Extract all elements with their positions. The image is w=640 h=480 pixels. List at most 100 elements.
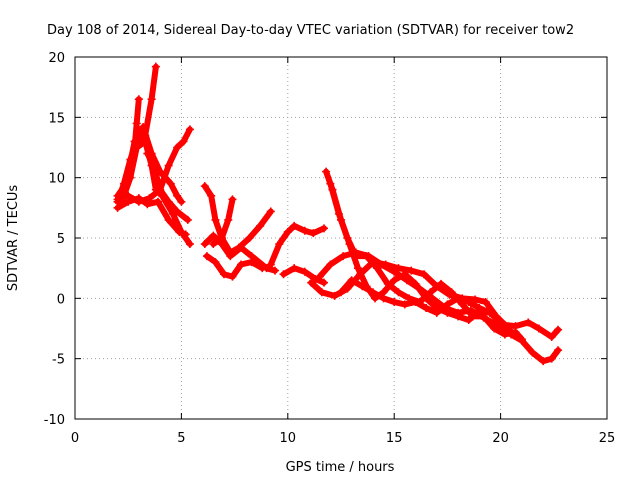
series-line [144,150,191,223]
data-point-marker [390,297,399,306]
data-point-marker [517,335,526,344]
data-point-marker [524,318,533,327]
data-point-marker [554,346,563,355]
data-point-marker [322,167,331,176]
data-point-marker [368,288,377,297]
data-point-marker [266,260,275,269]
data-point-marker [326,260,335,269]
data-point-marker [454,308,463,317]
data-point-marker [147,95,156,104]
data-point-marker [200,182,209,191]
data-point-marker [358,282,367,291]
data-point-marker [300,226,309,235]
data-point-marker [290,221,299,230]
data-point-marker [505,325,514,334]
x-tick-label: 10 [280,431,297,446]
data-point-marker [400,300,409,309]
data-point-marker [419,270,428,279]
data-point-marker [236,243,245,252]
y-tick-label: 10 [48,172,65,187]
data-point-marker [354,264,363,273]
data-point-marker [343,234,352,242]
data-point-marker [339,252,348,261]
data-point-marker [124,197,133,206]
data-point-marker [132,119,141,128]
data-point-marker [511,328,520,337]
data-point-marker [151,62,160,71]
data-point-marker [119,179,128,188]
data-point-marker [432,308,441,317]
data-point-marker [173,143,182,152]
data-point-marker [228,272,237,281]
data-point-marker [217,234,226,242]
data-point-marker [326,179,335,188]
data-point-marker [547,332,556,341]
x-tick-label: 15 [386,431,403,446]
data-point-marker [364,252,373,261]
data-point-marker [283,227,292,236]
data-point-marker [211,215,220,224]
data-point-marker [554,325,563,334]
x-tick-label: 5 [177,431,185,446]
data-point-marker [481,297,490,306]
data-point-marker [390,276,399,285]
data-point-marker [394,288,403,297]
data-point-marker [334,209,343,218]
data-point-marker [164,161,173,170]
data-point-marker [394,264,403,273]
data-point-marker [377,260,386,269]
data-point-marker [245,234,254,242]
data-point-marker [166,179,175,188]
series-line [114,126,147,205]
y-tick-label: -10 [44,413,65,428]
series-track-8 [143,149,192,224]
data-point-marker [464,316,473,325]
data-point-marker [383,279,392,288]
x-axis-label: GPS time / hours [286,460,395,475]
data-point-marker [134,95,143,104]
data-point-marker [236,260,245,269]
data-point-marker [185,240,194,249]
data-point-marker [183,215,192,224]
series-track-12 [209,195,237,249]
data-point-marker [337,288,345,297]
data-point-marker [411,297,420,306]
data-point-marker [351,248,360,257]
series-layer [113,62,563,366]
data-point-marker [156,185,165,194]
data-point-marker [330,291,339,300]
data-point-marker [290,264,299,273]
data-point-marker [202,252,211,261]
data-point-marker [307,278,316,287]
data-point-marker [319,224,328,233]
data-point-marker [379,294,388,303]
grid-layer [75,57,607,419]
series-track-19 [337,276,494,317]
tick-layer: 0 5 10 15 20 25 -10 -5 0 5 10 15 20 [44,51,616,446]
data-point-marker [207,191,216,200]
data-point-marker [475,303,484,312]
data-point-marker [422,303,431,312]
series-track-13 [266,221,328,269]
x-tick-label: 0 [71,431,79,446]
series-line [323,168,562,365]
data-point-marker [126,155,135,164]
y-tick-label: 5 [57,232,65,247]
data-point-marker [500,330,509,339]
data-point-marker [428,294,437,303]
data-point-marker [347,276,356,285]
data-point-marker [390,267,399,276]
data-point-marker [415,284,424,293]
data-point-marker [443,300,452,309]
data-point-marker [266,207,275,216]
data-point-marker [319,278,328,287]
data-point-marker [437,279,446,288]
data-point-marker [247,258,256,267]
data-point-marker [447,288,456,297]
data-point-marker [224,215,233,224]
y-tick-label: 0 [57,292,65,307]
data-point-marker [143,149,152,158]
series-line [210,196,236,247]
data-point-marker [209,231,218,240]
data-point-marker [143,200,152,209]
